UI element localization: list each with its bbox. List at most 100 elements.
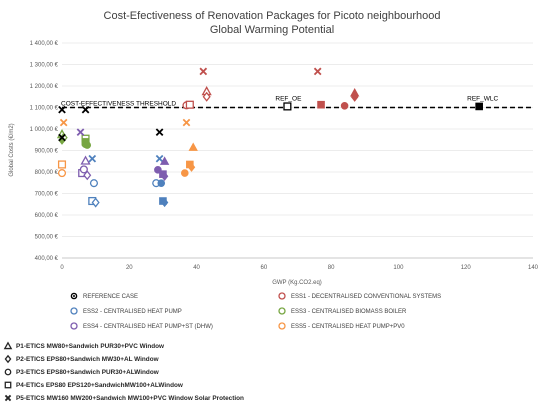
legend-item: ESS4 - CENTRALISED HEAT PUMP+ST (DHW) [70, 322, 213, 330]
data-point [58, 133, 66, 142]
package-item: P3-ETICS EPS80+Sandwich PUR30+ALWindow [4, 368, 159, 376]
legend-item: ESS3 - CENTRALISED BIOMASS BOILER [278, 307, 407, 315]
x-tick-label: 60 [261, 265, 268, 271]
data-point [76, 128, 85, 137]
grid [62, 42, 533, 259]
data-point [83, 170, 92, 181]
data-point [313, 67, 322, 76]
chart-title-line2: Global Warming Potential [210, 24, 334, 36]
cross-stroke [76, 128, 85, 137]
data-point [340, 101, 349, 110]
data-point [202, 91, 211, 102]
data-point [180, 169, 189, 177]
package-marker [4, 394, 12, 402]
chart-title-line1: Cost-Efectiveness of Renovation Packages… [104, 10, 441, 22]
data-point [89, 179, 99, 188]
y-tick-label: 1 300,00 € [30, 63, 59, 69]
package-label: P5-ETICS MW160 MW200+Sandwich MW100+PVC … [16, 395, 244, 402]
annotations: REF_OE REF_WLC [275, 95, 498, 102]
data-point [79, 165, 88, 174]
x-tick-label: 100 [393, 265, 404, 271]
cross-stroke [155, 128, 164, 137]
y-tick-label: 1 400,00 € [30, 41, 59, 47]
legend-label: ESS1 - DECENTRALISED CONVENTIONAL SYSTEM… [291, 294, 441, 300]
data-point [88, 154, 97, 163]
data-point [83, 141, 92, 149]
cross-stroke [182, 118, 191, 127]
data-point [59, 118, 68, 127]
y-tick-label: 400,00 € [35, 256, 59, 262]
package-label: P2-ETICS EPS80+Sandwich MW30+AL Window [16, 356, 159, 363]
data-point [155, 128, 164, 137]
package-label: P1-ETICS MW80+Sandwich PUR30+PVC Window [16, 343, 164, 350]
legend-label: ESS2 - CENTRALISED HEAT PUMP [83, 309, 182, 315]
cross-stroke [58, 105, 66, 114]
y-tick-label: 500,00 € [35, 235, 59, 241]
y-tick-label: 700,00 € [35, 192, 59, 198]
cross-stroke [81, 105, 90, 114]
data-point [81, 105, 90, 114]
cross-stroke [59, 118, 68, 127]
package-marker [4, 381, 12, 389]
y-tick-label: 800,00 € [35, 170, 59, 176]
y-tick-label: 1 100,00 € [30, 106, 59, 112]
y-tick-label: 1 000,00 € [30, 127, 59, 133]
y-tick-label: 600,00 € [35, 213, 59, 219]
package-item: P5-ETICS MW160 MW200+Sandwich MW100+PVC … [4, 394, 244, 402]
cross-stroke [155, 154, 164, 163]
y-axis: 400,00 € 500,00 € 600,00 € 700,00 € 800,00 €… [30, 41, 59, 262]
data-point [159, 156, 170, 165]
data-point [317, 100, 325, 109]
data-point [475, 102, 483, 111]
legend-label: REFERENCE CASE [83, 294, 138, 300]
data-point [182, 118, 191, 127]
x-axis: 0 20 40 60 80 100 120 140 [60, 257, 539, 271]
data-point [155, 154, 164, 163]
data-point [187, 162, 196, 172]
legend: REFERENCE CASE ESS1 - DECENTRALISED CONVE… [70, 292, 441, 330]
x-tick-label: 140 [528, 265, 539, 271]
y-tick-label: 900,00 € [35, 149, 59, 155]
legend-marker [278, 292, 286, 300]
cross-stroke [88, 154, 97, 163]
x-tick-label: 20 [126, 265, 133, 271]
legend-label: ESS4 - CENTRALISED HEAT PUMP+ST (DHW) [83, 324, 213, 330]
data-point [57, 160, 67, 169]
data-point [58, 105, 66, 114]
cross-stroke [199, 67, 208, 76]
data-point [188, 142, 198, 151]
cross-stroke [4, 394, 12, 402]
data-point [80, 155, 91, 165]
data-point [185, 100, 194, 109]
legend-marker [70, 307, 78, 315]
legend-item: ESS1 - DECENTRALISED CONVENTIONAL SYSTEM… [278, 292, 441, 300]
package-label: P3-ETICS EPS80+Sandwich PUR30+ALWindow [16, 369, 159, 376]
package-item: P2-ETICS EPS80+Sandwich MW30+AL Window [4, 354, 159, 364]
x-tick-label: 0 [60, 265, 64, 271]
data-point [157, 179, 166, 187]
package-marker [4, 368, 12, 376]
cross-stroke [58, 133, 66, 142]
data-point [57, 169, 67, 178]
x-tick-label: 80 [328, 265, 335, 271]
package-label: P4-ETICs EPS80 EPS120+SandwichMW100+ALWi… [16, 382, 183, 389]
x-tick-label: 40 [193, 265, 200, 271]
point-annotation: REF_WLC [467, 95, 498, 102]
data-point [160, 171, 169, 181]
legend-item: ESS2 - CENTRALISED HEAT PUMP [70, 307, 182, 315]
y-tick-label: 1 200,00 € [30, 84, 59, 90]
data-point [283, 102, 292, 111]
legend-marker [70, 322, 78, 330]
x-tick-label: 120 [461, 265, 472, 271]
package-item: P1-ETICS MW80+Sandwich PUR30+PVC Window [3, 341, 164, 350]
data-point [199, 67, 208, 76]
threshold-label: COST-EFFECTIVENESS THRESHOLD [61, 101, 176, 108]
data-point [160, 197, 169, 208]
package-legend: P1-ETICS MW80+Sandwich PUR30+PVC Window P… [3, 341, 244, 402]
legend-label: ESS5 - CENTRALISED HEAT PUMP+PV0 [291, 324, 405, 330]
legend-label: ESS3 - CENTRALISED BIOMASS BOILER [291, 309, 407, 315]
package-item: P4-ETICs EPS80 EPS120+SandwichMW100+ALWi… [4, 381, 183, 389]
x-axis-label: GWP (Kg.CO2.eq) [272, 280, 322, 286]
legend-marker [278, 307, 286, 315]
